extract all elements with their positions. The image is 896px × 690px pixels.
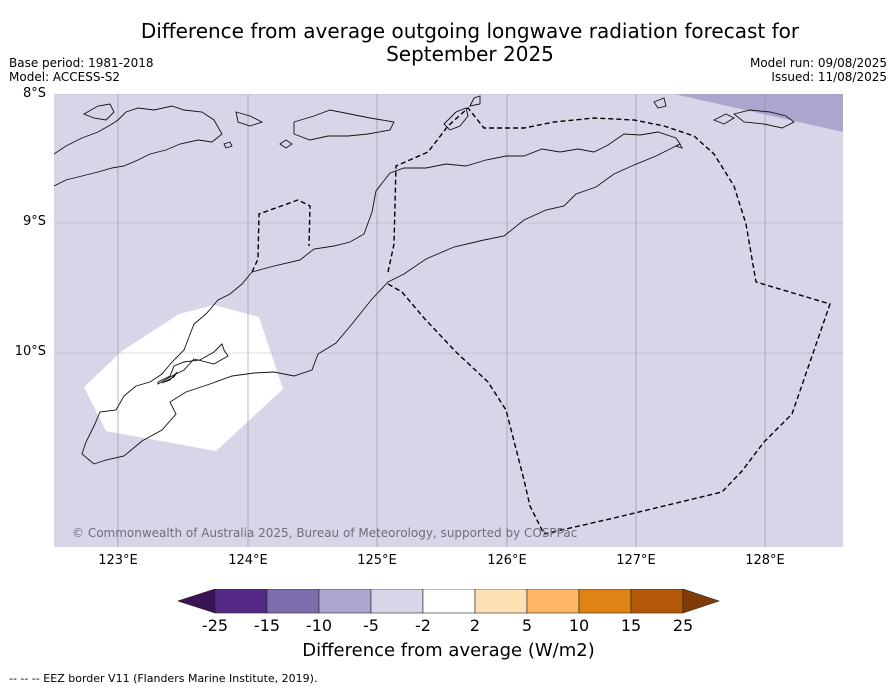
issued-text: Issued: 11/08/2025 [771,70,887,84]
colorbar-tick: 15 [620,616,642,635]
gridlines [54,94,843,547]
colorbar-tick: 5 [521,616,533,635]
colorbar-label: Difference from average (W/m2) [302,640,595,661]
colorbar-svg [177,588,720,614]
colorbar-tick: -25 [201,616,229,635]
colorbar-swatch [526,588,580,614]
base-period-text: Base period: 1981-2018 [9,56,154,70]
lon-label-127e: 127°E [616,553,656,568]
copyright-text: © Commonwealth of Australia 2025, Bureau… [72,526,578,540]
colorbar-swatch [422,588,476,614]
map-svg [54,94,843,547]
colorbar-extend-high [682,588,720,614]
eez-border [251,106,831,535]
anomaly-patch-negative [674,94,843,132]
map-title: Difference from average outgoing longwav… [140,19,800,66]
colorbar-swatch [474,588,528,614]
model-text: Model: ACCESS-S2 [9,70,121,84]
colorbar-tick: -5 [363,616,379,635]
colorbar-extend-low [177,588,216,614]
lon-label-124e: 124°E [228,553,268,568]
colorbar-tick: 25 [672,616,694,635]
colorbar-swatch [266,588,320,614]
coastline [54,95,795,465]
colorbar-swatch [318,588,372,614]
model-run-text: Model run: 09/08/2025 [749,56,887,70]
colorbar-tick: -10 [305,616,333,635]
footnote: -- -- -- EEZ border V11 (Flanders Marine… [9,672,318,685]
colorbar-tick: 10 [568,616,590,635]
lat-label-9s: 9°S [22,214,46,229]
map-panel[interactable] [54,94,843,547]
lon-label-128e: 128°E [745,553,785,568]
colorbar-tick: -2 [415,616,431,635]
colorbar-swatch [370,588,424,614]
colorbar-swatch [578,588,632,614]
colorbar [177,588,720,621]
colorbar-tick: 2 [469,616,481,635]
anomaly-patch-neutral [84,305,283,451]
colorbar-tick: -15 [253,616,281,635]
lon-label-123e: 123°E [98,553,138,568]
colorbar-swatch [214,588,268,614]
lon-label-125e: 125°E [357,553,397,568]
lat-label-8s: 8°S [22,86,46,101]
lon-label-126e: 126°E [487,553,527,568]
meta-right: Model run: 09/08/2025 Issued: 11/08/2025 [750,56,887,84]
colorbar-swatch [630,588,684,614]
meta-left: Base period: 1981-2018 Model: ACCESS-S2 [9,56,154,84]
lat-label-10s: 10°S [14,344,46,359]
